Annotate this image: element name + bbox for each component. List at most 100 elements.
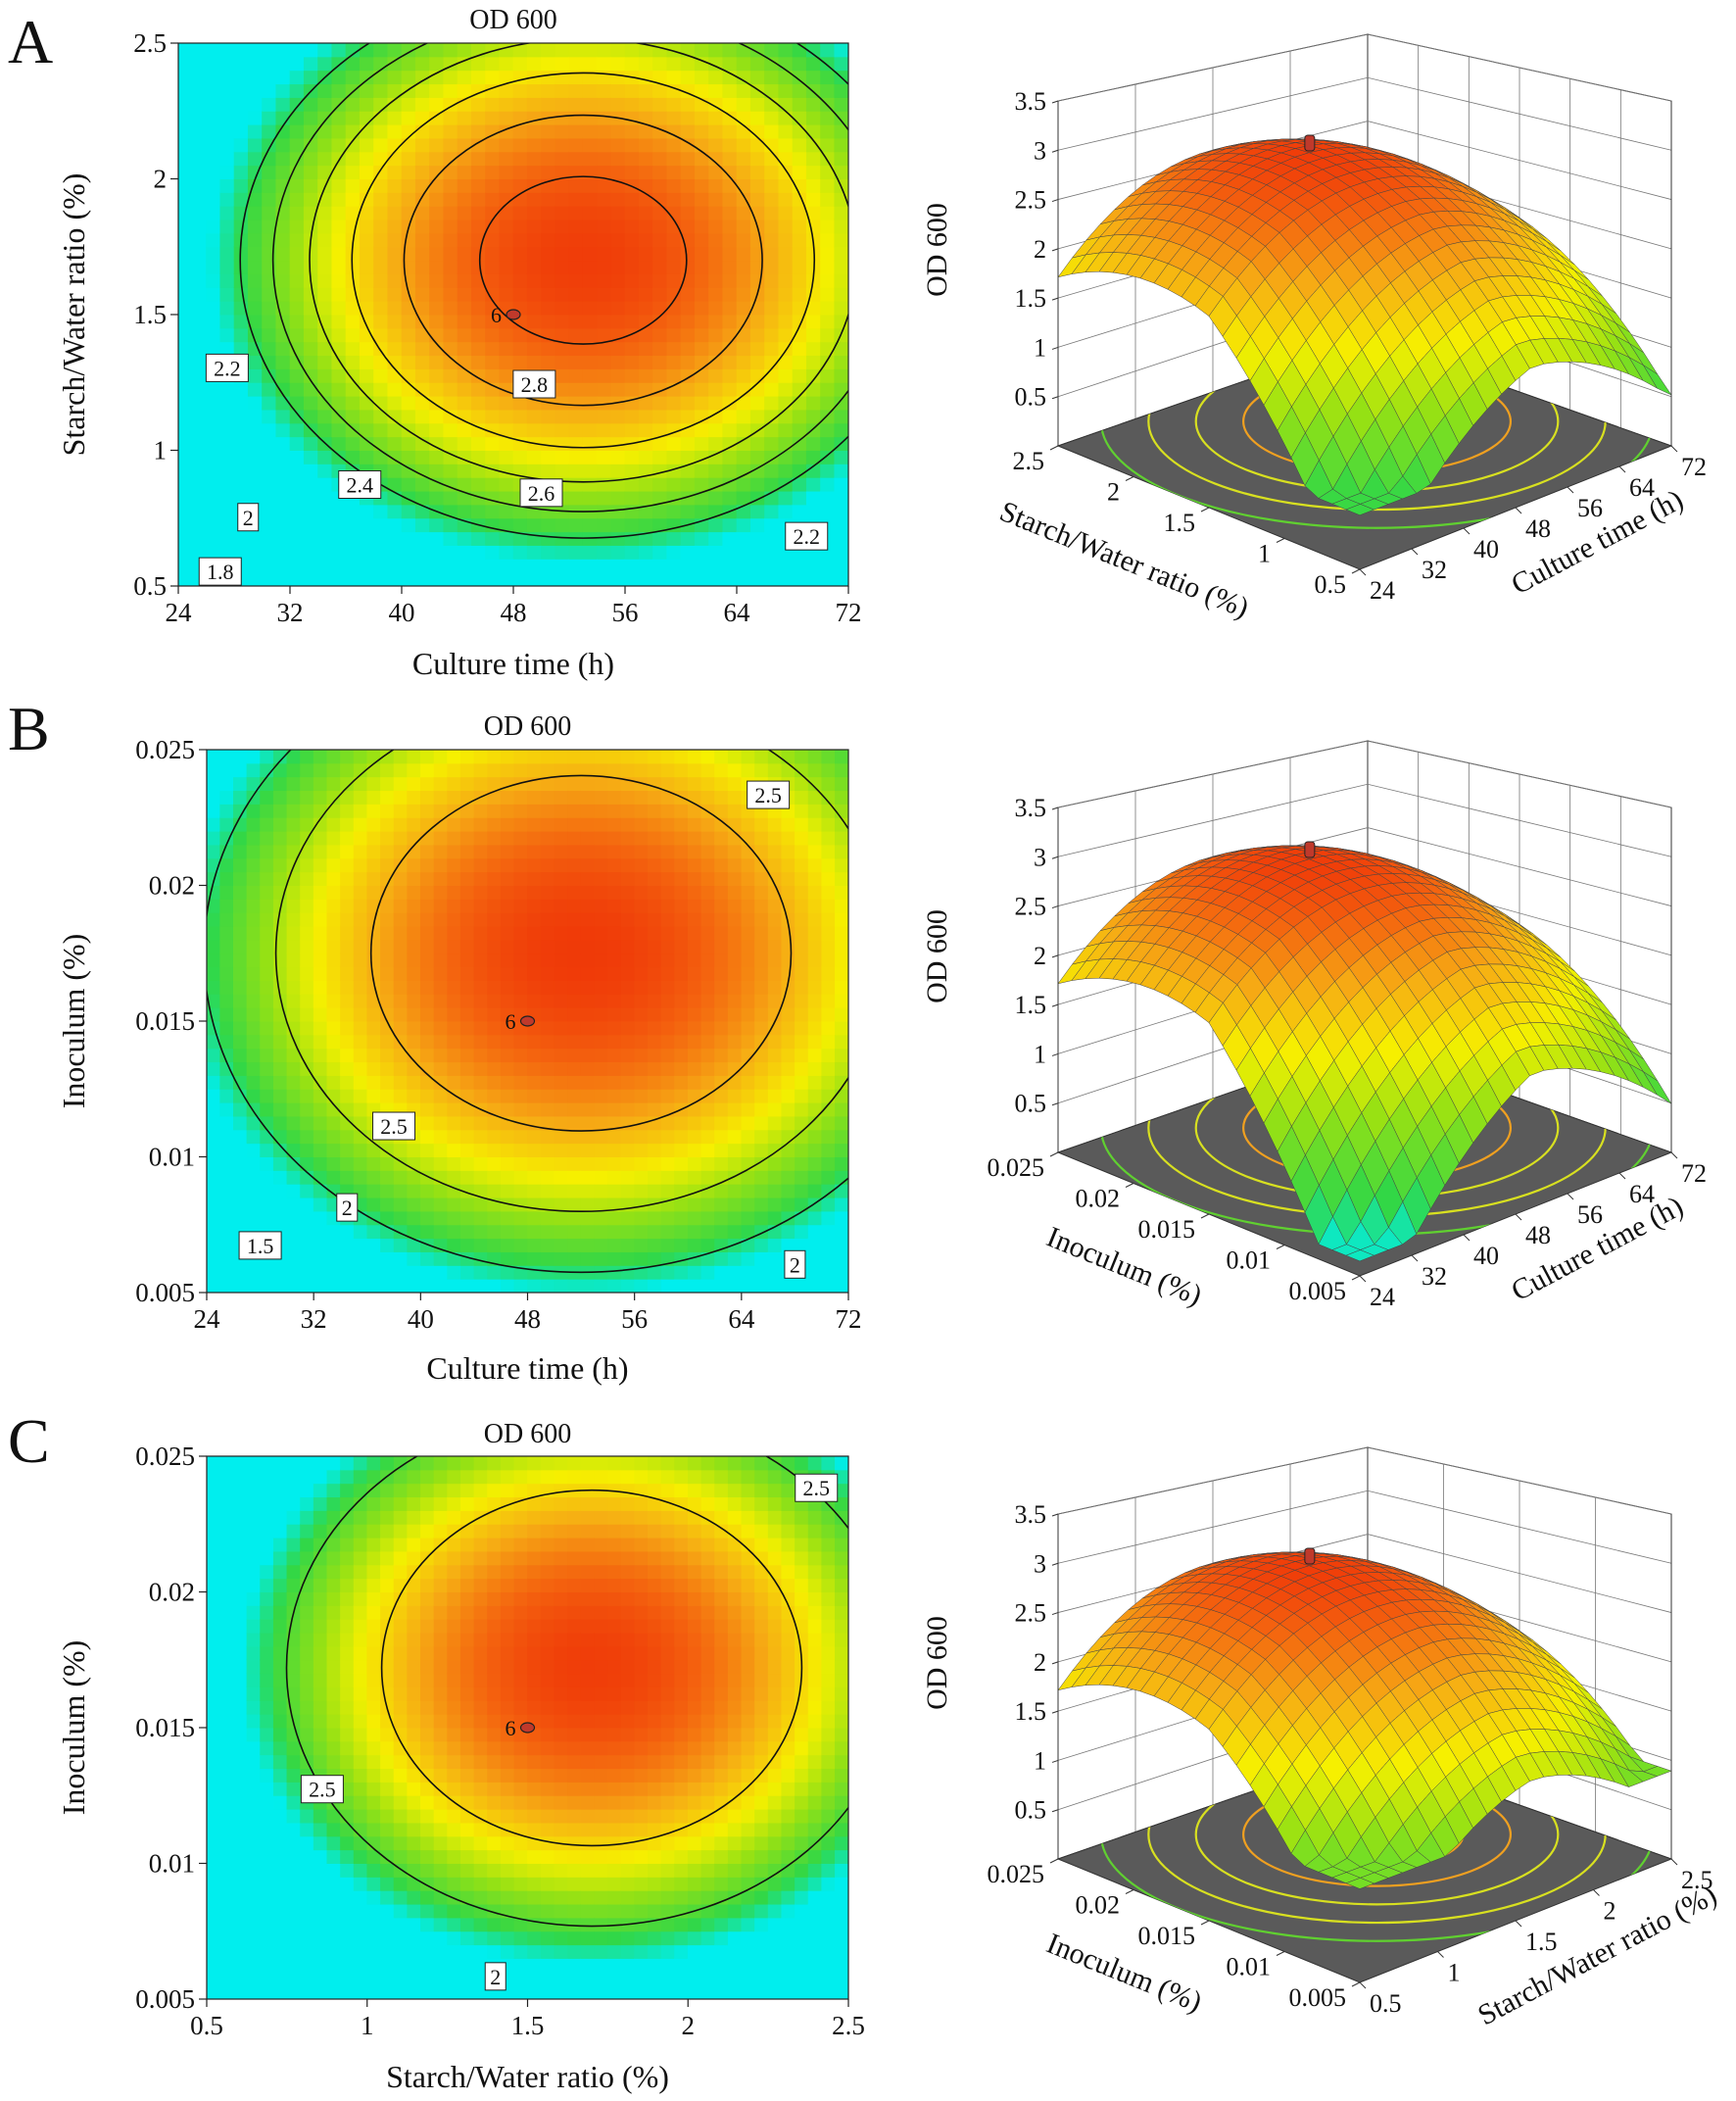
heat-cell (233, 450, 249, 464)
heat-cell (674, 1238, 689, 1252)
heat-cell (470, 409, 486, 424)
heat-cell (540, 1713, 555, 1729)
heat-cell (447, 1984, 461, 1999)
heat-cell (741, 1210, 755, 1226)
chart-title: OD 600 (469, 5, 556, 35)
heat-cell (687, 1143, 702, 1157)
heat-cell (700, 1034, 716, 1050)
heat-cell (407, 1238, 421, 1252)
heat-cell (433, 1020, 449, 1036)
heat-cell (262, 559, 277, 573)
heat-cell (741, 1183, 755, 1198)
heat-cell (345, 178, 361, 193)
heat-cell (541, 341, 556, 357)
heat-cell (353, 1101, 368, 1117)
heat-cell (366, 1686, 381, 1701)
heat-cell (393, 1659, 409, 1675)
heat-cell (607, 1251, 622, 1266)
heat-cell (473, 1835, 489, 1851)
heat-cell (420, 1889, 435, 1905)
heat-cell (652, 246, 668, 262)
heat-cell (178, 165, 193, 179)
heat-cell (353, 994, 368, 1008)
heat-cell (178, 83, 193, 98)
heat-cell (393, 980, 409, 995)
heat-cell (714, 1197, 729, 1212)
heat-cell (485, 409, 501, 424)
heat-cell (340, 1686, 355, 1701)
heat-cell (401, 504, 416, 519)
heat-cell (513, 1469, 528, 1485)
heat-cell (232, 1156, 248, 1171)
heat-cell (207, 1889, 221, 1905)
heat-cell (420, 1618, 435, 1634)
heat-cell (526, 287, 542, 302)
heat-cell (470, 70, 486, 85)
heat-cell (359, 341, 374, 357)
heat-cell (648, 750, 662, 764)
heat-cell (620, 885, 636, 900)
heat-cell (300, 953, 314, 968)
heat-cell (300, 1944, 314, 1959)
heat-cell (326, 1129, 341, 1145)
heat-cell (500, 1537, 515, 1552)
heat-cell (805, 476, 821, 492)
heat-cell (420, 939, 435, 954)
heat-cell (219, 219, 235, 234)
heat-cell (555, 110, 570, 125)
heat-cell (652, 314, 668, 329)
heat-cell (680, 450, 696, 464)
heat-cell (407, 1469, 421, 1485)
heat-cell (447, 1930, 461, 1946)
heat-cell (443, 287, 458, 302)
heat-cell (767, 1006, 783, 1022)
heat-cell (660, 939, 676, 954)
heat-cell (500, 1048, 515, 1063)
heat-cell (741, 1224, 755, 1240)
heat-cell (232, 1605, 248, 1620)
heat-cell (207, 1523, 221, 1539)
heat-cell (262, 545, 277, 560)
heat-cell (340, 1591, 355, 1606)
heat-cell (345, 422, 361, 438)
heat-cell (433, 899, 449, 913)
heat-cell (289, 368, 305, 383)
heat-cell (331, 205, 347, 220)
heat-cell (207, 899, 221, 913)
heat-cell (447, 1645, 461, 1661)
heat-cell (340, 1863, 355, 1878)
heat-cell (652, 165, 668, 179)
heat-cell (722, 571, 738, 586)
heat-cell (289, 409, 305, 424)
heat-cell (219, 464, 235, 478)
heat-cell (401, 110, 416, 125)
heat-cell (340, 953, 355, 968)
heat-cell (380, 1713, 395, 1729)
heat-cell (443, 355, 458, 369)
heat-cell (420, 1061, 435, 1076)
heat-cell (610, 436, 626, 451)
heat-cell (447, 816, 461, 832)
heat-cell (795, 1197, 809, 1212)
heat-cell (353, 1156, 368, 1171)
heat-cell (736, 300, 751, 316)
heat-cell (246, 953, 262, 968)
heat-cell (340, 1088, 355, 1103)
heat-cell (473, 1972, 489, 1986)
heat-cell (414, 517, 430, 533)
heat-cell (470, 123, 486, 139)
heat-cell (607, 1034, 622, 1050)
heat-cell (554, 899, 568, 913)
heat-cell (219, 804, 234, 818)
heat-cell (353, 1930, 368, 1946)
heat-cell (597, 70, 612, 85)
heat-cell (401, 273, 416, 288)
heat-cell (764, 355, 780, 369)
heat-cell (219, 476, 235, 492)
heat-cell (805, 192, 821, 207)
heat-cell (470, 205, 486, 220)
heat-cell (807, 1048, 823, 1063)
heat-cell (313, 1496, 328, 1511)
heat-cell (513, 1523, 528, 1539)
heat-cell (674, 1129, 689, 1145)
